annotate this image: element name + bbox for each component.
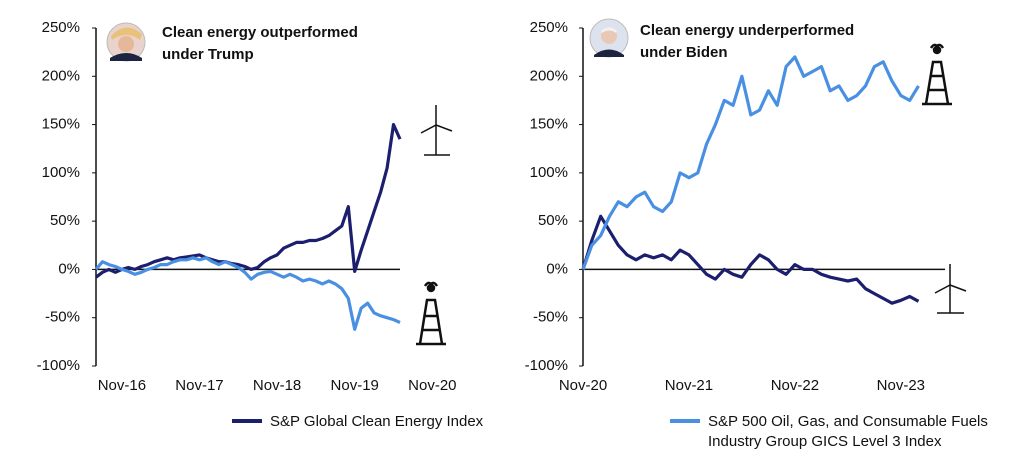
legend-swatch bbox=[670, 419, 700, 423]
y-tick-label: 50% bbox=[50, 212, 80, 229]
y-tick-label: -100% bbox=[525, 357, 568, 374]
y-tick-label: 0% bbox=[546, 260, 568, 277]
x-tick-label: Nov-19 bbox=[331, 377, 379, 394]
y-tick-label: -50% bbox=[533, 309, 568, 326]
x-tick-label: Nov-18 bbox=[253, 377, 301, 394]
legend-label: S&P 500 Oil, Gas, and Consumable Fuels I… bbox=[708, 413, 988, 450]
y-tick-label: 150% bbox=[42, 116, 80, 133]
y-tick-label: 100% bbox=[42, 164, 80, 181]
y-tick-label: 200% bbox=[42, 67, 80, 84]
legend-swatch bbox=[232, 419, 262, 423]
x-tick-label: Nov-16 bbox=[98, 377, 146, 394]
y-tick-label: 150% bbox=[530, 116, 568, 133]
portrait-biden bbox=[589, 18, 629, 58]
wind-turbine-icon bbox=[934, 264, 967, 314]
legend-label: S&P Global Clean Energy Index bbox=[270, 413, 484, 430]
x-tick-label: Nov-23 bbox=[877, 377, 925, 394]
oil-rig-icon bbox=[922, 43, 952, 106]
wind-turbine-icon bbox=[420, 105, 453, 156]
x-tick-label: Nov-21 bbox=[665, 377, 713, 394]
x-tick-label: Nov-22 bbox=[771, 377, 819, 394]
data-line bbox=[581, 214, 920, 305]
chart-title: Clean energy underperformed under Biden bbox=[640, 22, 855, 61]
chart-title: Clean energy outperformed under Trump bbox=[162, 24, 358, 63]
data-line bbox=[95, 123, 402, 279]
x-tick-label: Nov-20 bbox=[408, 377, 456, 394]
y-tick-label: 200% bbox=[530, 67, 568, 84]
x-tick-label: Nov-20 bbox=[559, 377, 607, 394]
y-tick-label: 250% bbox=[530, 19, 568, 36]
data-line bbox=[581, 55, 920, 270]
y-tick-label: 250% bbox=[42, 19, 80, 36]
x-tick-label: Nov-17 bbox=[175, 377, 223, 394]
y-tick-label: -100% bbox=[37, 357, 80, 374]
y-tick-label: 100% bbox=[530, 164, 568, 181]
y-tick-label: 50% bbox=[538, 212, 568, 229]
oil-rig-icon bbox=[416, 281, 446, 346]
y-tick-label: -50% bbox=[45, 309, 80, 326]
data-line bbox=[94, 256, 401, 331]
portrait-trump bbox=[106, 22, 146, 62]
y-tick-label: 0% bbox=[58, 260, 80, 277]
